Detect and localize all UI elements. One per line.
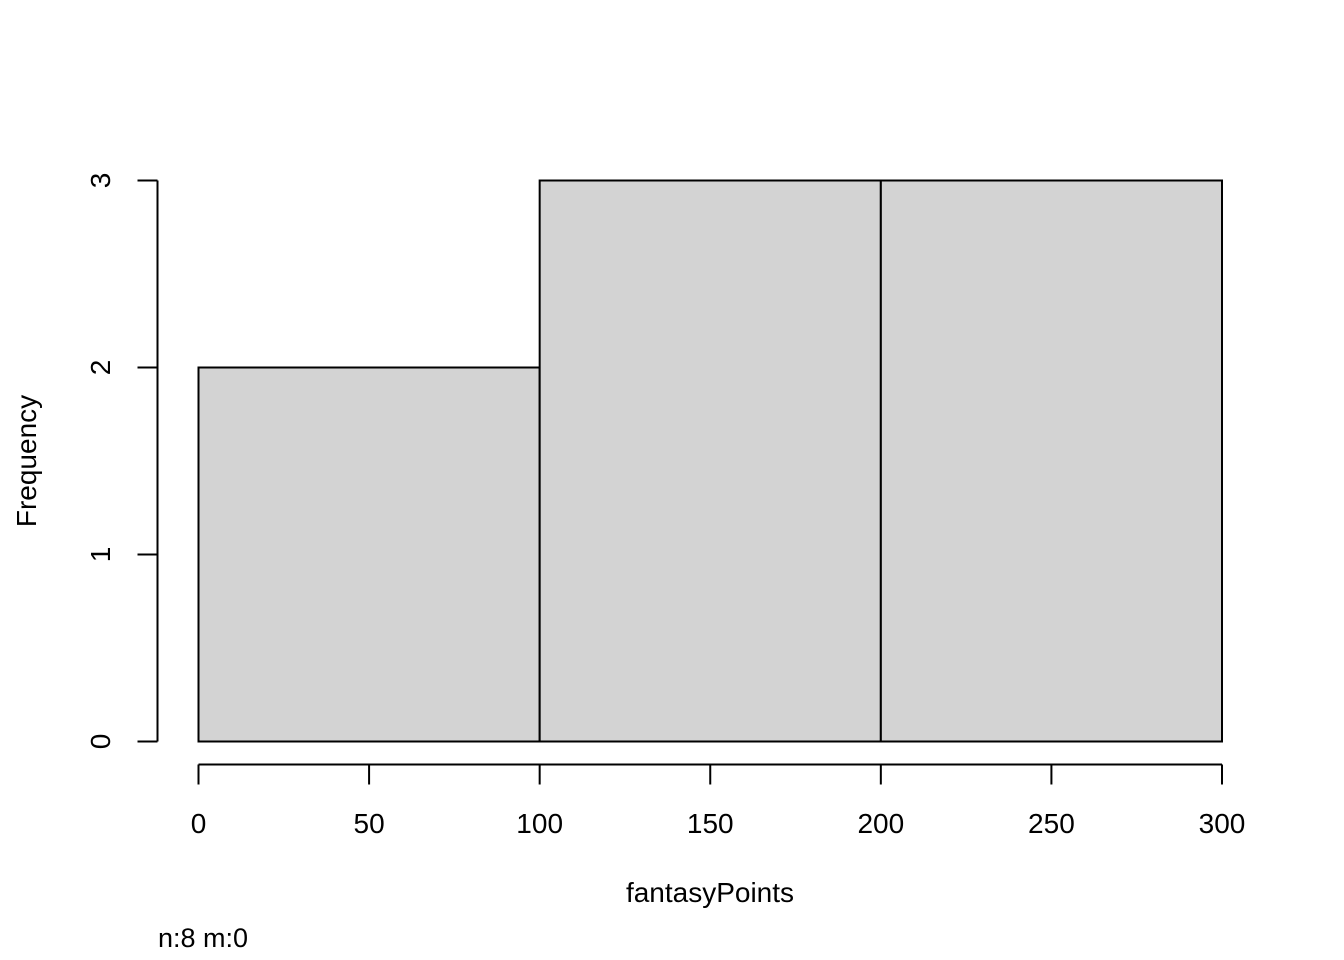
x-tick-label: 300 xyxy=(1199,808,1246,839)
histogram-bar-0 xyxy=(197,366,541,743)
x-tick-label: 150 xyxy=(687,808,734,839)
histogram-bar-1 xyxy=(538,179,882,743)
x-tick-label: 100 xyxy=(516,808,563,839)
x-tick-label: 0 xyxy=(191,808,207,839)
y-axis-title: Frequency xyxy=(11,395,42,527)
x-tick-label: 200 xyxy=(857,808,904,839)
histogram-bar-2 xyxy=(879,179,1223,743)
y-tick-label: 2 xyxy=(85,360,116,376)
x-tick-label: 50 xyxy=(354,808,385,839)
y-tick-label: 0 xyxy=(85,734,116,750)
bars-group xyxy=(197,179,1223,743)
x-tick-label: 250 xyxy=(1028,808,1075,839)
sample-count-note: n:8 m:0 xyxy=(158,923,248,953)
x-axis: 0 50 100 150 200 250 300 xyxy=(191,763,1246,839)
y-axis: 0 1 2 3 xyxy=(85,173,159,750)
y-tick-label: 1 xyxy=(85,547,116,563)
y-tick-label: 3 xyxy=(85,173,116,189)
x-axis-title: fantasyPoints xyxy=(626,877,794,908)
